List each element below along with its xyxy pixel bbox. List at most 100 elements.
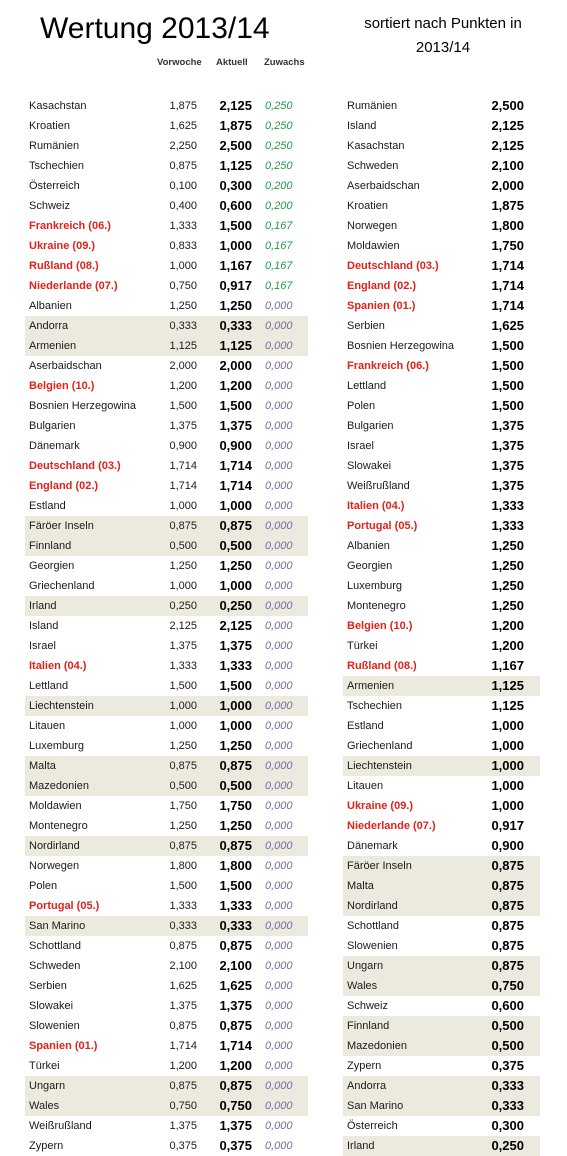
table-row: Niederlande (07.) 0,750 0,917 0,167: [25, 276, 308, 296]
current-value: 1,250: [219, 298, 252, 313]
table-row: Aserbaidschan 2,000 2,000 0,000: [25, 356, 308, 376]
country-name: Wales: [347, 980, 378, 992]
table-row: Israel 1,375 1,375 0,000: [25, 636, 308, 656]
gain-value: 0,000: [265, 1040, 293, 1052]
previous-week-value: 1,200: [169, 380, 197, 392]
gain-value: 0,000: [265, 840, 293, 852]
country-name: Bulgarien: [29, 420, 76, 432]
previous-week-value: 0,250: [169, 600, 197, 612]
current-value: 1,800: [219, 858, 252, 873]
table-row: San Marino 0,333: [343, 1096, 540, 1116]
current-value: 1,500: [219, 398, 252, 413]
country-name: Andorra: [29, 320, 69, 332]
table-row: Polen 1,500: [343, 396, 540, 416]
current-value: 1,500: [491, 378, 524, 393]
gain-value: 0,000: [265, 460, 293, 472]
current-value: 1,000: [491, 778, 524, 793]
country-name: Litauen: [347, 780, 384, 792]
current-value: 0,900: [219, 438, 252, 453]
table-row: Niederlande (07.) 0,917: [343, 816, 540, 836]
country-name: Kasachstan: [29, 100, 87, 112]
country-name: Türkei: [29, 1060, 60, 1072]
column-header-aktuell: Aktuell: [216, 57, 248, 68]
current-value: 1,625: [219, 978, 252, 993]
gain-value: 0,167: [265, 220, 293, 232]
previous-week-value: 0,400: [169, 200, 197, 212]
gain-value: 0,200: [265, 200, 293, 212]
table-row: Ukraine (09.) 0,833 1,000 0,167: [25, 236, 308, 256]
gain-value: 0,000: [265, 300, 293, 312]
previous-week-value: 1,800: [169, 860, 197, 872]
country-name: Schweden: [347, 160, 399, 172]
table-row: Israel 1,375: [343, 436, 540, 456]
current-value: 1,375: [491, 418, 524, 433]
country-name: Lettland: [347, 380, 387, 392]
country-name: Griechenland: [347, 740, 413, 752]
table-row: Frankreich (06.) 1,333 1,500 0,167: [25, 216, 308, 236]
country-name: Israel: [29, 640, 56, 652]
current-value: 0,875: [219, 1078, 252, 1093]
previous-week-value: 2,125: [169, 620, 197, 632]
table-row: Armenien 1,125: [343, 676, 540, 696]
country-name: Luxemburg: [347, 580, 403, 592]
previous-week-value: 1,750: [169, 800, 197, 812]
gain-value: 0,000: [265, 740, 293, 752]
table-row: Liechtenstein 1,000 1,000 0,000: [25, 696, 308, 716]
table-row: Island 2,125: [343, 116, 540, 136]
current-value: 0,500: [491, 1038, 524, 1053]
current-value: 0,333: [491, 1098, 524, 1113]
country-name: Albanien: [29, 300, 72, 312]
current-value: 0,750: [219, 1098, 252, 1113]
current-value: 0,600: [219, 198, 252, 213]
table-row: Georgien 1,250: [343, 556, 540, 576]
country-name: Nordirland: [29, 840, 80, 852]
previous-week-value: 0,750: [169, 1100, 197, 1112]
previous-week-value: 0,875: [169, 840, 197, 852]
country-name: Färöer Inseln: [347, 860, 412, 872]
table-row: Lettland 1,500 1,500 0,000: [25, 676, 308, 696]
table-row: Dänemark 0,900: [343, 836, 540, 856]
country-name: England (02.): [347, 280, 417, 292]
country-name: Spanien (01.): [29, 1040, 98, 1052]
country-name: Ungarn: [347, 960, 384, 972]
table-row: Armenien 1,125 1,125 0,000: [25, 336, 308, 356]
country-name: Zypern: [347, 1060, 382, 1072]
current-value: 0,500: [219, 538, 252, 553]
country-name: Dänemark: [29, 440, 80, 452]
country-name: Aserbaidschan: [347, 180, 420, 192]
previous-week-value: 1,875: [169, 100, 197, 112]
country-name: Litauen: [29, 720, 66, 732]
previous-week-value: 0,875: [169, 760, 197, 772]
current-value: 0,917: [219, 278, 252, 293]
table-row: England (02.) 1,714 1,714 0,000: [25, 476, 308, 496]
page-title: Wertung 2013/14: [40, 12, 270, 45]
gain-value: 0,000: [265, 500, 293, 512]
previous-week-value: 0,333: [169, 320, 197, 332]
previous-week-value: 1,500: [169, 400, 197, 412]
gain-value: 0,000: [265, 680, 293, 692]
current-value: 1,375: [219, 638, 252, 653]
table-row: Dänemark 0,900 0,900 0,000: [25, 436, 308, 456]
current-value: 1,167: [491, 658, 524, 673]
current-value: 0,500: [219, 778, 252, 793]
table-row: Malta 0,875 0,875 0,000: [25, 756, 308, 776]
table-row: Färöer Inseln 0,875 0,875 0,000: [25, 516, 308, 536]
country-name: Mazedonien: [347, 1040, 407, 1052]
current-value: 1,375: [219, 418, 252, 433]
table-row: San Marino 0,333 0,333 0,000: [25, 916, 308, 936]
table-row: Kroatien 1,625 1,875 0,250: [25, 116, 308, 136]
current-value: 0,875: [491, 858, 524, 873]
current-value: 0,875: [491, 898, 524, 913]
current-value: 1,714: [491, 258, 524, 273]
gain-value: 0,000: [265, 420, 293, 432]
country-name: Serbien: [347, 320, 385, 332]
country-name: Andorra: [347, 1080, 387, 1092]
country-name: Bosnien Herzegowina: [347, 340, 455, 352]
gain-value: 0,000: [265, 340, 293, 352]
country-name: Liechtenstein: [29, 700, 94, 712]
country-name: Finnland: [347, 1020, 390, 1032]
country-name: Deutschland (03.): [347, 260, 439, 272]
gain-value: 0,000: [265, 660, 293, 672]
previous-week-value: 1,714: [169, 480, 197, 492]
current-value: 0,875: [219, 838, 252, 853]
